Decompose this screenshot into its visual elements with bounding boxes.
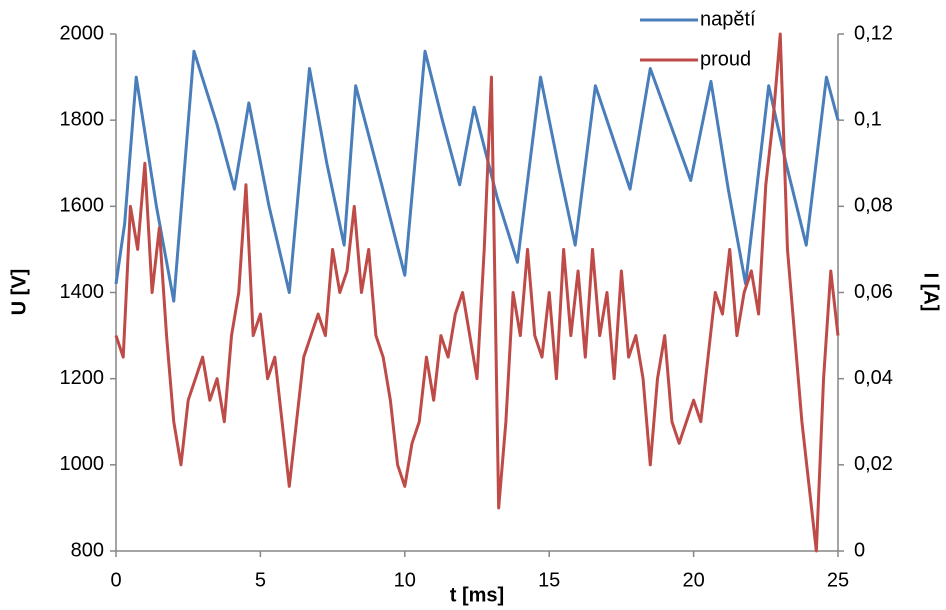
y2-tick-label: 0,1 [854, 108, 882, 130]
y2-tick-label: 0 [854, 539, 865, 561]
y-axis-label: U [V] [8, 269, 30, 316]
y-tick-label: 2000 [60, 22, 105, 44]
x-tick-label: 20 [682, 569, 704, 591]
y-tick-label: 1200 [60, 367, 105, 389]
x-tick-label: 5 [255, 569, 266, 591]
y2-tick-label: 0,04 [854, 367, 893, 389]
x-tick-label: 15 [538, 569, 560, 591]
y-tick-label: 1800 [60, 108, 105, 130]
y2-tick-label: 0,06 [854, 281, 893, 303]
y-tick-label: 800 [71, 539, 104, 561]
y2-tick-label: 0,12 [854, 22, 893, 44]
y2-tick-label: 0,02 [854, 453, 893, 475]
y-tick-label: 1000 [60, 453, 105, 475]
x-tick-label: 25 [827, 569, 849, 591]
y2-axis-label: I [A] [920, 273, 942, 312]
x-axis-label: t [ms] [450, 584, 504, 606]
data-line [114, 49, 840, 303]
y2-tick-label: 0,08 [854, 195, 893, 217]
legend-label: napětí [700, 8, 756, 30]
x-tick-label: 0 [110, 569, 121, 591]
y-tick-label: 1400 [60, 281, 105, 303]
y-tick-label: 1600 [60, 195, 105, 217]
data-line [114, 32, 840, 553]
x-tick-label: 10 [394, 569, 416, 591]
legend-label: proud [700, 48, 751, 70]
